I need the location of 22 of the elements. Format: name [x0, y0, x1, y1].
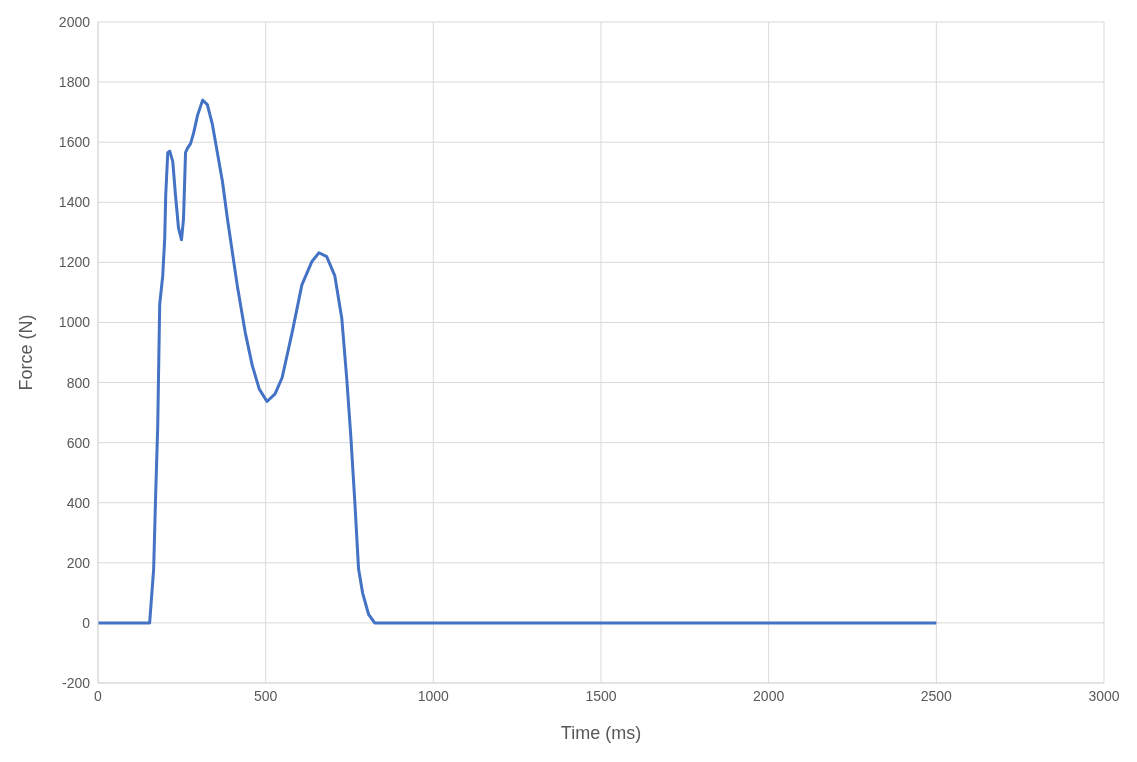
- y-axis-title: Force (N): [16, 314, 37, 391]
- y-tick-label: 400: [66, 494, 91, 511]
- x-tick-label: 1000: [417, 687, 450, 704]
- x-tick-label: 2500: [920, 687, 953, 704]
- y-tick-label: 600: [66, 434, 91, 451]
- x-tick-label: 500: [253, 687, 278, 704]
- y-tick-label: 0: [82, 614, 91, 631]
- y-tick-label: 1400: [58, 194, 91, 211]
- x-tick-label: 3000: [1088, 687, 1120, 704]
- line-series: [98, 98, 938, 625]
- y-tick-label: -200: [61, 674, 91, 691]
- y-tick-label: 1600: [58, 134, 91, 151]
- x-tick-label: 0: [94, 687, 103, 704]
- y-tick-label: 1000: [58, 314, 91, 331]
- y-tick-label: 200: [66, 554, 91, 571]
- y-tick-label: 2000: [58, 13, 91, 30]
- x-tick-label: 2000: [753, 687, 785, 704]
- y-tick-label: 1200: [58, 254, 91, 271]
- y-tick-label: 800: [66, 374, 91, 391]
- x-tick-label: 1500: [585, 687, 617, 704]
- y-tick-label: 1800: [58, 74, 91, 91]
- x-axis-title: Time (ms): [560, 723, 642, 743]
